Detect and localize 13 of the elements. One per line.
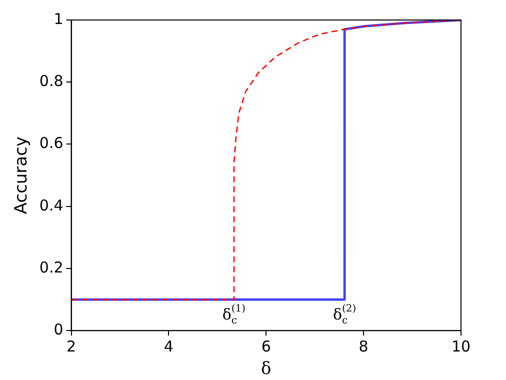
y-tick-label: 1	[54, 10, 64, 28]
y-axis-title: Accuracy	[12, 136, 32, 214]
x-tick-label: 2	[66, 337, 76, 356]
y-tick-label: 0	[54, 320, 64, 338]
y-tick-label: 0.4	[39, 196, 64, 214]
y-tick-label: 0.2	[39, 258, 64, 276]
x-tick-label: 10	[451, 337, 471, 356]
y-tick-label: 0.8	[39, 72, 64, 90]
x-tick-label: 8	[358, 337, 368, 356]
y-tick-label: 0.6	[39, 134, 64, 152]
x-tick-label: 6	[261, 337, 271, 356]
x-axis-title: δ	[261, 359, 272, 380]
x-tick-label: 4	[164, 337, 174, 356]
